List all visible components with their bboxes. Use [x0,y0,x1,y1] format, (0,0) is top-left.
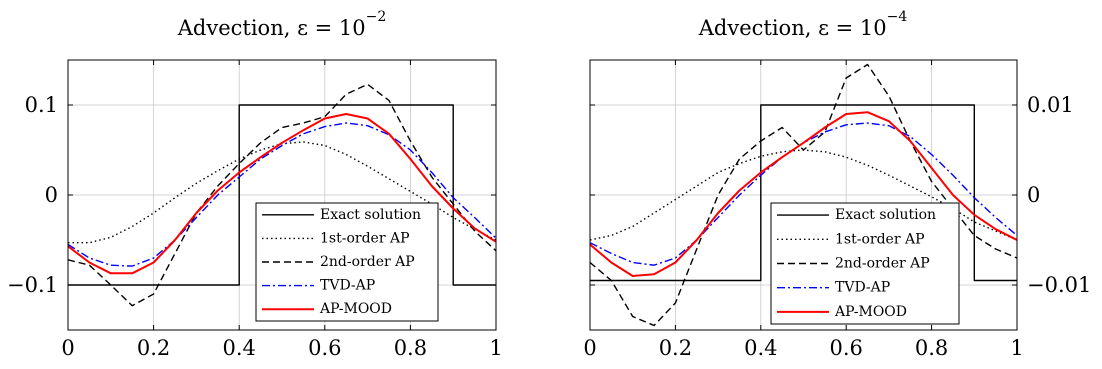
chart-left: Advection, ε = 10−2 0 0.2 0.4 0.6 0.8 1 −0.1 0 0.… [7,9,503,361]
legend-label: 2nd-order AP [835,256,930,272]
chart-title-exponent: −2 [366,9,387,25]
y-tick-label: 0 [45,183,58,207]
x-tick-label: 0.2 [137,336,170,360]
x-tick-label: 1 [1010,336,1023,360]
x-tick-label: 0 [61,336,74,360]
y-tick-label: 0 [1027,183,1040,207]
series-group [590,63,1017,327]
x-tick-label: 0.4 [222,336,255,360]
legend-label: TVD-AP [320,278,375,294]
y-tick-label: 0.1 [25,93,58,117]
series-line-2nd-order-ap [590,63,1017,327]
x-tick-label: 0.2 [659,336,692,360]
series-line-ap-mood [68,113,496,275]
chart-title-exponent: −4 [887,9,908,25]
series-group [68,83,496,307]
y-tick-label: −0.1 [7,273,58,297]
x-tick-label: 0.8 [394,336,427,360]
chart-title-text: Advection, ε = 10 [698,16,887,40]
x-tick-label: 0 [583,336,596,360]
legend: Exact solution 1st-order AP 2nd-order AP TV… [255,202,439,322]
chart-title-text: Advection, ε = 10 [177,16,366,40]
legend-label: Exact solution [835,207,936,223]
chart-title: Advection, ε = 10−2 [177,9,387,41]
chart-title: Advection, ε = 10−4 [698,9,908,41]
legend-label: 1st-order AP [835,231,925,247]
y-tick-label: 0.01 [1027,93,1074,117]
legend-label: 1st-order AP [320,230,410,246]
series-line-tvd-ap [68,122,496,267]
legend-label: TVD-AP [835,280,890,296]
x-tick-label: 0.6 [308,336,341,360]
legend-label: AP-MOOD [319,301,392,317]
legend-label: 2nd-order AP [320,254,415,270]
x-tick-label: 1 [489,336,502,360]
series-line-exact-solution [590,104,1017,282]
legend-label: Exact solution [320,207,421,223]
x-tick-label: 0.4 [744,336,777,360]
series-line-ap-mood [590,111,1017,277]
chart-right: Advection, ε = 10−4 0 0.2 0.4 0.6 0.8 1 −0.01 0 0… [583,9,1091,361]
series-line-exact-solution [68,104,496,286]
legend: Exact solution 1st-order AP 2nd-order AP TV… [770,202,960,325]
x-tick-label: 0.6 [829,336,862,360]
x-tick-label: 0.8 [915,336,948,360]
legend-label: AP-MOOD [834,304,907,320]
y-tick-label: −0.01 [1027,273,1091,297]
